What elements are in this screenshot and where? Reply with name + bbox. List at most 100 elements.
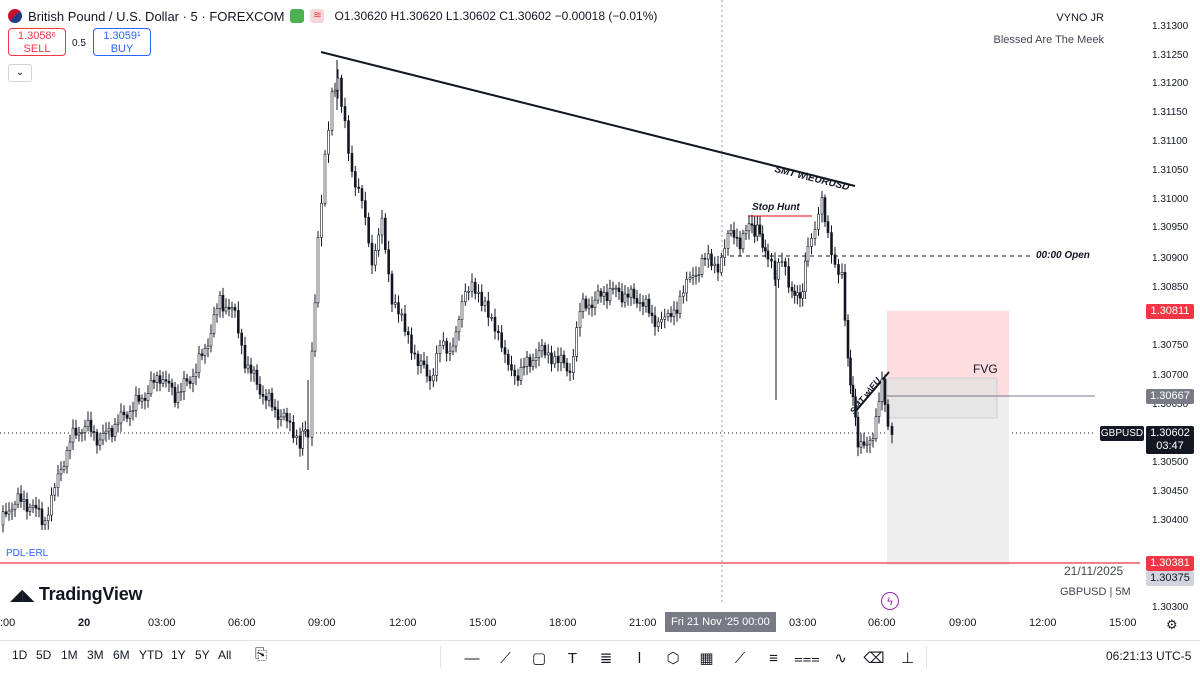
candle-body [470, 281, 474, 292]
candle-body [796, 292, 799, 296]
price-tag-low2: 1.30375 [1146, 571, 1194, 586]
symbol-header[interactable]: British Pound / U.S. Dollar · 5 · FOREXC… [8, 7, 657, 25]
candle-body [534, 357, 538, 361]
range-5y[interactable]: 5Y [195, 648, 210, 662]
buy-button[interactable]: 1.3059¹ BUY [93, 28, 151, 56]
range-1y[interactable]: 1Y [171, 648, 186, 662]
market-open-icon[interactable] [290, 9, 305, 23]
range-ytd[interactable]: YTD [139, 648, 163, 662]
candle-body [374, 250, 377, 266]
candle-body [218, 294, 222, 309]
lightning-icon[interactable]: ϟ [881, 592, 899, 610]
candle-body [261, 394, 265, 397]
price-axis-label: 1.31150 [1152, 107, 1188, 118]
pattern-icon[interactable]: ⬡ [666, 650, 680, 667]
range-all[interactable]: All [218, 648, 232, 662]
price-axis-label: 1.30650 [1152, 399, 1189, 410]
candle-body [116, 422, 120, 425]
candle-body [732, 230, 736, 238]
candle-body [62, 466, 66, 470]
candle-body [777, 261, 780, 280]
candle-body [851, 384, 855, 398]
regression-icon[interactable]: ⩶ [794, 649, 820, 667]
candle-body [53, 487, 57, 496]
candle-body [340, 77, 343, 107]
candle-body [758, 224, 762, 235]
candle-body [572, 356, 575, 373]
curve-icon[interactable]: ∿ [834, 650, 847, 667]
candle-body [1, 511, 5, 526]
data-badge-icon[interactable]: ≋ [310, 9, 325, 23]
range-1m[interactable]: 1M [61, 648, 78, 662]
candle-body [635, 298, 639, 304]
gbp-flag-icon [8, 9, 22, 23]
candle-body [387, 249, 390, 275]
range-3m[interactable]: 3M [87, 648, 104, 662]
candle-body [602, 292, 606, 297]
candle-body [276, 409, 280, 420]
parallel-channel-icon[interactable]: ≡ [769, 649, 778, 667]
settings-gear-icon[interactable]: ⚙ [1166, 617, 1178, 632]
symbol-title[interactable]: British Pound / U.S. Dollar · 5 · FOREXC… [28, 8, 285, 24]
candle-body [185, 378, 189, 382]
candle-body [531, 360, 535, 367]
eraser-icon[interactable]: ⌫ [863, 650, 885, 667]
range-5d[interactable]: 5D [36, 648, 52, 662]
candle-body [182, 378, 186, 393]
candle-body [128, 411, 132, 419]
smt-short-line [854, 371, 890, 413]
candle-body [134, 394, 138, 411]
rectangle-icon[interactable]: ▢ [531, 650, 547, 667]
sell-price: 1.3058⁶ [17, 30, 57, 42]
trend-line-icon[interactable]: ⟋ [500, 649, 511, 667]
sell-button[interactable]: 1.3058⁶ SELL [8, 28, 66, 56]
toolbar-separator [440, 646, 441, 668]
candle-body [304, 429, 307, 432]
price-axis-label: 1.30400 [1152, 515, 1189, 526]
date-range-icon[interactable]: ⎘ [255, 646, 268, 663]
candle-body [333, 89, 337, 93]
candle-body [86, 419, 90, 428]
candle-body [716, 263, 720, 273]
tradingview-logo-text: TradingView [38, 584, 143, 604]
candle-body [119, 411, 123, 424]
text-icon[interactable]: T [567, 649, 578, 667]
candle-body [125, 414, 129, 419]
candle-body [89, 419, 93, 432]
candle-body [694, 274, 698, 277]
candle-body [4, 511, 8, 515]
cursor-line-icon[interactable]: — [464, 649, 480, 667]
fib-icon[interactable]: ≣ [599, 650, 613, 667]
candle-body [833, 254, 837, 265]
time-axis-label: 06:00 [228, 617, 256, 629]
ray-icon[interactable]: ⟋ [734, 649, 746, 667]
price-axis-label: 1.30300 [1152, 602, 1189, 613]
candle-body [292, 421, 295, 439]
range-1d[interactable]: 1D [12, 648, 28, 662]
candle-body [200, 353, 204, 356]
collapse-chevron-icon[interactable]: ⌄ [8, 64, 32, 82]
candle-body [13, 503, 17, 510]
candle-body [877, 401, 881, 417]
measure-icon[interactable]: ⊥ [900, 650, 915, 667]
time-highlight: Fri 21 Nov '25 00:00 [665, 612, 776, 632]
grid-icon[interactable]: ▦ [699, 650, 714, 667]
candle-body [209, 333, 213, 347]
candle-body [397, 302, 400, 315]
brush-icon[interactable]: ǀ [637, 649, 642, 667]
candle-body [122, 411, 126, 416]
range-6m[interactable]: 6M [113, 648, 130, 662]
candle-body [170, 382, 174, 388]
candle-body [249, 364, 253, 374]
current-price-tag: 1.30602 03:47 [1146, 426, 1194, 454]
candle-body [140, 397, 144, 402]
candle-body [650, 312, 654, 316]
tradingview-logo[interactable]: ◢◣ TradingView [10, 584, 143, 605]
candle-body [823, 197, 827, 223]
candle-body [323, 153, 327, 204]
candle-body [813, 229, 817, 239]
candle-body [37, 507, 41, 510]
toolbar-separator [926, 646, 927, 668]
candle-body [540, 345, 544, 352]
